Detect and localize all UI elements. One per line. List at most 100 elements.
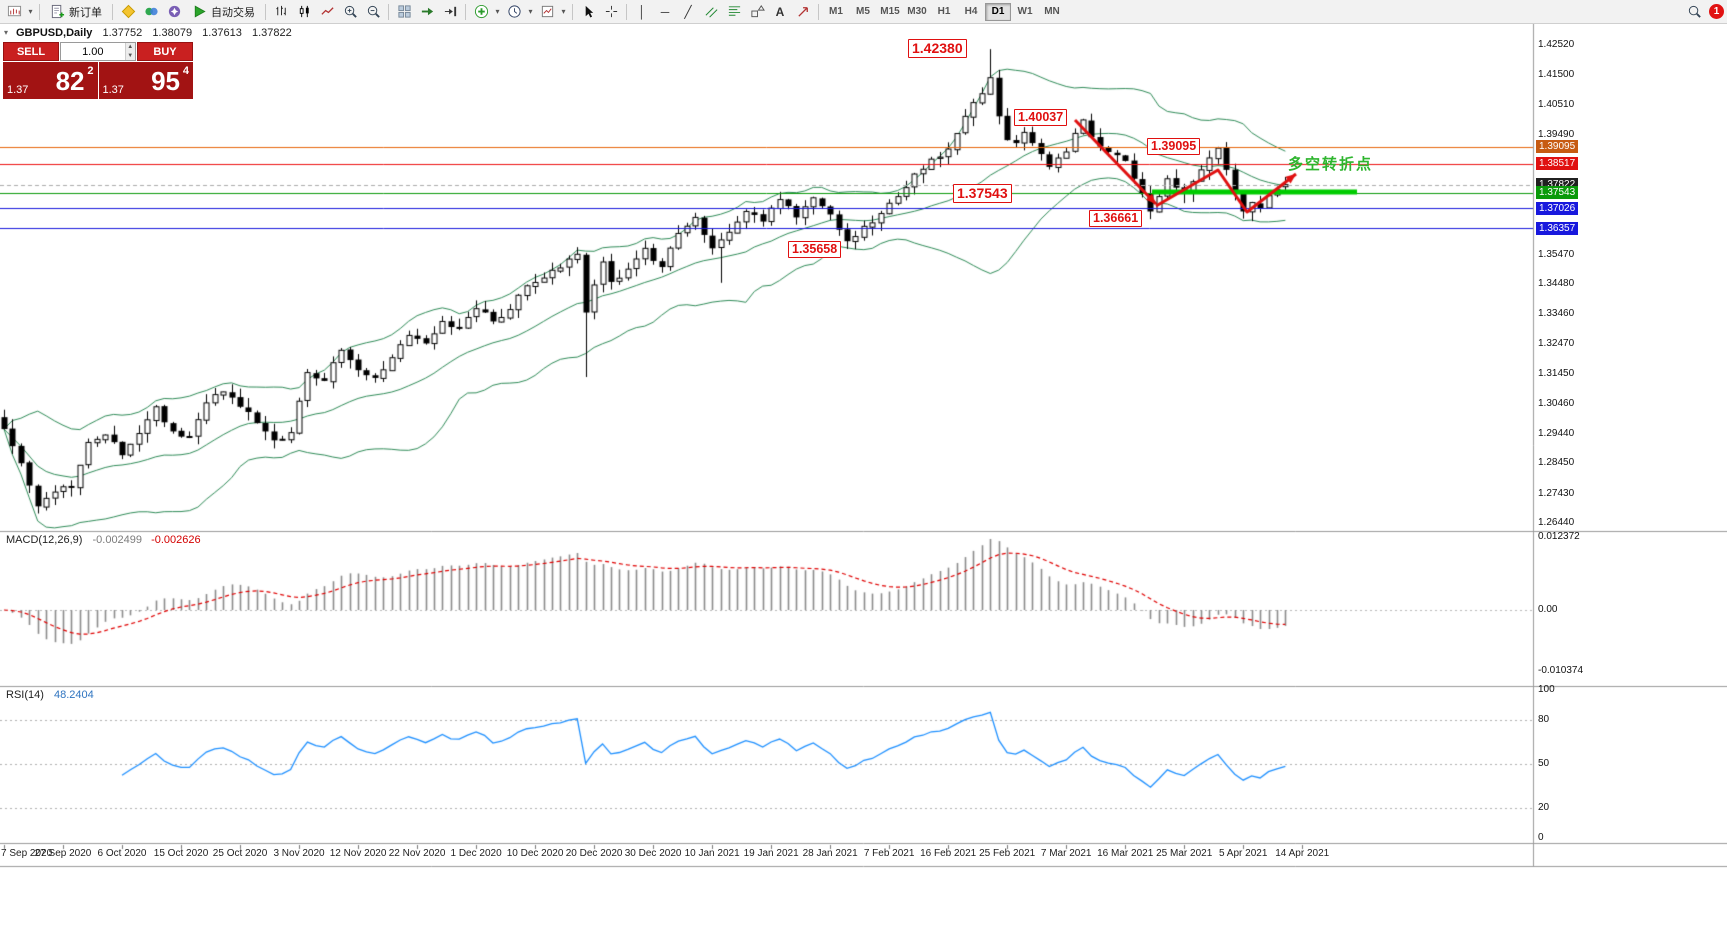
date-label: 25 Feb 2021: [979, 848, 1036, 859]
timeframe-button-m30[interactable]: M30: [904, 3, 930, 21]
date-label: 3 Nov 2020: [273, 848, 325, 859]
date-label: 12 Nov 2020: [329, 848, 387, 859]
price-callout[interactable]: 1.39095: [1147, 138, 1201, 155]
new-chart-icon[interactable]: [3, 2, 25, 22]
price-axis-badge: 1.39095: [1536, 140, 1579, 154]
date-label: 25 Mar 2021: [1156, 848, 1213, 859]
line-chart-icon[interactable]: [316, 2, 338, 22]
metaeditor-icon[interactable]: [117, 2, 139, 22]
price-callout[interactable]: 1.42380: [908, 39, 967, 58]
price-axis-tick: 1.41500: [1538, 69, 1575, 81]
periods-button[interactable]: [503, 2, 525, 22]
rsi-axis-label: 80: [1538, 714, 1550, 725]
price-axis-tick: 1.30460: [1538, 397, 1575, 409]
macd-value-main: -0.002499: [92, 534, 143, 546]
new-order-label: 新订单: [69, 6, 102, 19]
price-callout[interactable]: 1.36661: [1089, 210, 1143, 227]
price-axis-tick: 1.28450: [1538, 457, 1575, 469]
rsi-indicator-label[interactable]: RSI(14) 48.2404: [6, 689, 94, 701]
timeframe-button-m1[interactable]: M1: [823, 3, 849, 21]
date-label: 1 Dec 2020: [450, 848, 502, 859]
macd-axis-label: 0.00: [1538, 604, 1558, 615]
price-axis-badge: 1.37026: [1536, 201, 1579, 215]
timeframe-button-w1[interactable]: W1: [1012, 3, 1038, 21]
candlestick-chart-icon[interactable]: [293, 2, 315, 22]
templates-dropdown-icon[interactable]: ▾: [561, 7, 566, 16]
templates-button[interactable]: [536, 2, 558, 22]
rsi-value: 48.2404: [53, 689, 94, 701]
sell-button[interactable]: SELL: [3, 42, 59, 61]
market-watch-icon[interactable]: [140, 2, 162, 22]
zoom-out-icon[interactable]: [362, 2, 384, 22]
ask-big-digits: 95: [151, 66, 180, 96]
macd-indicator-label[interactable]: MACD(12,26,9) -0.002499 -0.002626: [6, 534, 201, 546]
indicators-button[interactable]: [470, 2, 492, 22]
price-axis-tick: 1.26440: [1538, 517, 1575, 528]
price-callout[interactable]: 1.35658: [788, 241, 842, 258]
timeframe-button-h1[interactable]: H1: [931, 3, 957, 21]
ask-price-panel[interactable]: 1.37 95 4: [98, 62, 193, 99]
toolbar-separator: [465, 3, 466, 20]
date-label: 16 Feb 2021: [920, 848, 977, 859]
horizontal-line-icon[interactable]: ─: [660, 4, 670, 19]
text-icon[interactable]: A: [775, 4, 785, 19]
indicators-dropdown-icon[interactable]: ▾: [495, 7, 500, 16]
bid-price-panel[interactable]: 1.37 82 2: [3, 62, 98, 99]
main-toolbar: ▾ 新订单 自动交易 ▾: [0, 0, 1727, 24]
fibonacci-icon[interactable]: [723, 2, 745, 22]
date-label: 14 Apr 2021: [1275, 848, 1330, 859]
bar-chart-icon[interactable]: [270, 2, 292, 22]
price-callout[interactable]: 1.40037: [1014, 109, 1068, 126]
ohlc-close: 1.37822: [251, 27, 292, 39]
price-callout[interactable]: 1.37543: [953, 184, 1012, 203]
timeframe-button-h4[interactable]: H4: [958, 3, 984, 21]
date-label: 30 Dec 2020: [624, 848, 682, 859]
equidistant-channel-icon[interactable]: [700, 2, 722, 22]
search-icon[interactable]: [1683, 2, 1705, 22]
price-axis-badge: 1.36357: [1536, 221, 1579, 235]
arrows-icon[interactable]: [792, 2, 814, 22]
date-label: 7 Sep 2020: [1, 848, 53, 859]
macd-name: MACD(12,26,9): [6, 534, 83, 546]
periods-dropdown-icon[interactable]: ▾: [528, 7, 533, 16]
volume-decrease-button[interactable]: ▼: [125, 51, 135, 60]
ohlc-open: 1.37752: [102, 27, 143, 39]
rsi-axis-label: 0: [1538, 832, 1544, 843]
ohlc-low: 1.37613: [202, 27, 242, 39]
timeframe-button-d1[interactable]: D1: [985, 2, 1011, 21]
time-axis[interactable]: 7 Sep 2020 27 Sep 2020 6 Oct 2020 15 Oct 20…: [0, 844, 1533, 866]
notification-badge[interactable]: 1: [1709, 4, 1724, 19]
trendline-icon[interactable]: ╱: [684, 4, 692, 19]
price-axis[interactable]: 1.42520 1.41500 1.40510 1.39490 1.35470 1.344…: [1534, 24, 1726, 866]
new-chart-dropdown-icon[interactable]: ▾: [28, 7, 33, 16]
auto-scroll-icon[interactable]: [416, 2, 438, 22]
timeframe-button-m5[interactable]: M5: [850, 3, 876, 21]
date-label: 10 Dec 2020: [506, 848, 564, 859]
tile-windows-icon[interactable]: [393, 2, 415, 22]
crosshair-icon[interactable]: [600, 2, 622, 22]
volume-box: ▲ ▼: [60, 42, 136, 61]
one-click-collapse-icon[interactable]: ▾: [4, 28, 9, 37]
new-order-button[interactable]: 新订单: [44, 2, 108, 22]
timeframe-button-m15[interactable]: M15: [877, 3, 903, 21]
navigator-icon[interactable]: [163, 2, 185, 22]
shapes-icon[interactable]: [746, 2, 768, 22]
volume-input[interactable]: [61, 43, 125, 60]
bid-pipette: 2: [87, 65, 94, 77]
symbol-label: GBPUSD,Daily: [16, 27, 93, 39]
cursor-icon[interactable]: [577, 2, 599, 22]
chart-shift-icon[interactable]: [439, 2, 461, 22]
rsi-axis-label: 100: [1538, 684, 1555, 695]
autotrading-button[interactable]: 自动交易: [186, 2, 261, 22]
trend-annotation[interactable]: 多空转折点: [1288, 156, 1374, 173]
timeframe-button-mn[interactable]: MN: [1039, 3, 1065, 21]
zoom-in-icon[interactable]: [339, 2, 361, 22]
macd-value-signal: -0.002626: [151, 534, 201, 546]
date-label: 10 Jan 2021: [684, 848, 740, 859]
vertical-line-icon[interactable]: │: [638, 4, 646, 19]
buy-button[interactable]: BUY: [137, 42, 193, 61]
toolbar-separator: [112, 3, 113, 20]
volume-increase-button[interactable]: ▲: [125, 43, 135, 52]
date-label: 6 Oct 2020: [97, 848, 147, 859]
